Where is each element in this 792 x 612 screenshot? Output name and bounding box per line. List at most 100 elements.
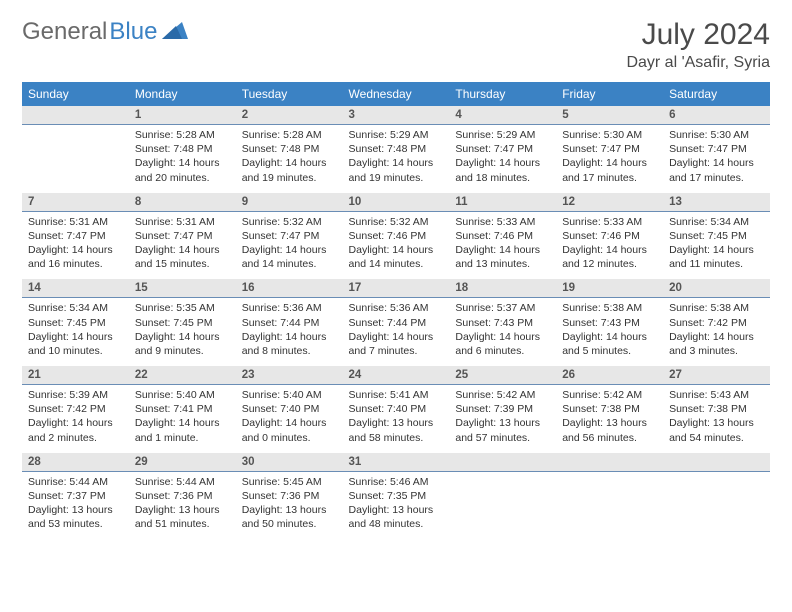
daylight: Daylight: 14 hours and 15 minutes. <box>135 243 230 271</box>
sunrise: Sunrise: 5:39 AM <box>28 388 123 402</box>
day-number: 15 <box>129 279 236 298</box>
daylight: Daylight: 13 hours and 56 minutes. <box>562 416 657 444</box>
sunrise: Sunrise: 5:28 AM <box>135 128 230 142</box>
sunset: Sunset: 7:39 PM <box>455 402 550 416</box>
day-number: 26 <box>556 366 663 385</box>
day-info: Sunrise: 5:28 AMSunset: 7:48 PMDaylight:… <box>236 125 343 193</box>
daylight: Daylight: 13 hours and 48 minutes. <box>349 503 444 531</box>
day-info: Sunrise: 5:33 AMSunset: 7:46 PMDaylight:… <box>556 212 663 280</box>
day-info: Sunrise: 5:42 AMSunset: 7:39 PMDaylight:… <box>449 385 556 453</box>
daynum-row: 123456 <box>22 106 770 125</box>
day-header: Tuesday <box>236 82 343 106</box>
day-number: 6 <box>663 106 770 125</box>
sunset: Sunset: 7:38 PM <box>669 402 764 416</box>
sunrise: Sunrise: 5:30 AM <box>562 128 657 142</box>
day-number: 3 <box>343 106 450 125</box>
info-row: Sunrise: 5:31 AMSunset: 7:47 PMDaylight:… <box>22 212 770 280</box>
day-number: 14 <box>22 279 129 298</box>
day-number: 21 <box>22 366 129 385</box>
sunrise: Sunrise: 5:44 AM <box>135 475 230 489</box>
daylight: Daylight: 14 hours and 7 minutes. <box>349 330 444 358</box>
day-info: Sunrise: 5:31 AMSunset: 7:47 PMDaylight:… <box>22 212 129 280</box>
day-number: 5 <box>556 106 663 125</box>
sunset: Sunset: 7:48 PM <box>349 142 444 156</box>
day-info: Sunrise: 5:38 AMSunset: 7:43 PMDaylight:… <box>556 298 663 366</box>
sunrise: Sunrise: 5:28 AM <box>242 128 337 142</box>
daylight: Daylight: 14 hours and 17 minutes. <box>669 156 764 184</box>
sunrise: Sunrise: 5:35 AM <box>135 301 230 315</box>
day-info: Sunrise: 5:33 AMSunset: 7:46 PMDaylight:… <box>449 212 556 280</box>
day-number: 17 <box>343 279 450 298</box>
day-info: Sunrise: 5:38 AMSunset: 7:42 PMDaylight:… <box>663 298 770 366</box>
logo-triangle-icon <box>162 19 188 46</box>
daylight: Daylight: 14 hours and 5 minutes. <box>562 330 657 358</box>
day-info: Sunrise: 5:45 AMSunset: 7:36 PMDaylight:… <box>236 472 343 540</box>
sunset: Sunset: 7:36 PM <box>135 489 230 503</box>
daylight: Daylight: 14 hours and 0 minutes. <box>242 416 337 444</box>
day-info <box>22 129 129 189</box>
day-number: 28 <box>22 453 129 472</box>
daylight: Daylight: 13 hours and 53 minutes. <box>28 503 123 531</box>
day-info: Sunrise: 5:37 AMSunset: 7:43 PMDaylight:… <box>449 298 556 366</box>
sunrise: Sunrise: 5:33 AM <box>562 215 657 229</box>
sunset: Sunset: 7:43 PM <box>562 316 657 330</box>
sunset: Sunset: 7:44 PM <box>349 316 444 330</box>
sunrise: Sunrise: 5:43 AM <box>669 388 764 402</box>
info-row: Sunrise: 5:28 AMSunset: 7:48 PMDaylight:… <box>22 125 770 193</box>
day-info: Sunrise: 5:36 AMSunset: 7:44 PMDaylight:… <box>343 298 450 366</box>
sunrise: Sunrise: 5:41 AM <box>349 388 444 402</box>
day-header: Sunday <box>22 82 129 106</box>
sunrise: Sunrise: 5:31 AM <box>135 215 230 229</box>
daylight: Daylight: 14 hours and 18 minutes. <box>455 156 550 184</box>
day-number: 11 <box>449 193 556 212</box>
day-number: 10 <box>343 193 450 212</box>
info-row: Sunrise: 5:39 AMSunset: 7:42 PMDaylight:… <box>22 385 770 453</box>
day-header: Friday <box>556 82 663 106</box>
day-info: Sunrise: 5:44 AMSunset: 7:37 PMDaylight:… <box>22 472 129 540</box>
sunrise: Sunrise: 5:30 AM <box>669 128 764 142</box>
sunrise: Sunrise: 5:37 AM <box>455 301 550 315</box>
sunrise: Sunrise: 5:32 AM <box>242 215 337 229</box>
day-info: Sunrise: 5:39 AMSunset: 7:42 PMDaylight:… <box>22 385 129 453</box>
sunrise: Sunrise: 5:29 AM <box>349 128 444 142</box>
day-info: Sunrise: 5:40 AMSunset: 7:41 PMDaylight:… <box>129 385 236 453</box>
day-number: 27 <box>663 366 770 385</box>
daylight: Daylight: 14 hours and 8 minutes. <box>242 330 337 358</box>
daylight: Daylight: 14 hours and 19 minutes. <box>349 156 444 184</box>
day-info: Sunrise: 5:28 AMSunset: 7:48 PMDaylight:… <box>129 125 236 193</box>
day-number: 16 <box>236 279 343 298</box>
day-number: 25 <box>449 366 556 385</box>
daynum-row: 78910111213 <box>22 193 770 212</box>
sunrise: Sunrise: 5:32 AM <box>349 215 444 229</box>
day-number: 7 <box>22 193 129 212</box>
sunset: Sunset: 7:48 PM <box>135 142 230 156</box>
sunrise: Sunrise: 5:36 AM <box>349 301 444 315</box>
day-info: Sunrise: 5:36 AMSunset: 7:44 PMDaylight:… <box>236 298 343 366</box>
day-info: Sunrise: 5:41 AMSunset: 7:40 PMDaylight:… <box>343 385 450 453</box>
day-info: Sunrise: 5:32 AMSunset: 7:46 PMDaylight:… <box>343 212 450 280</box>
sunrise: Sunrise: 5:34 AM <box>28 301 123 315</box>
sunset: Sunset: 7:46 PM <box>349 229 444 243</box>
sunrise: Sunrise: 5:46 AM <box>349 475 444 489</box>
day-info: Sunrise: 5:29 AMSunset: 7:48 PMDaylight:… <box>343 125 450 193</box>
day-number: 18 <box>449 279 556 298</box>
sunset: Sunset: 7:47 PM <box>669 142 764 156</box>
title-block: July 2024 Dayr al 'Asafir, Syria <box>626 18 770 72</box>
daynum-row: 21222324252627 <box>22 366 770 385</box>
daylight: Daylight: 14 hours and 10 minutes. <box>28 330 123 358</box>
day-number: 12 <box>556 193 663 212</box>
day-info: Sunrise: 5:43 AMSunset: 7:38 PMDaylight:… <box>663 385 770 453</box>
day-number <box>449 453 556 472</box>
day-info: Sunrise: 5:30 AMSunset: 7:47 PMDaylight:… <box>556 125 663 193</box>
sunset: Sunset: 7:40 PM <box>349 402 444 416</box>
sunrise: Sunrise: 5:36 AM <box>242 301 337 315</box>
day-info: Sunrise: 5:31 AMSunset: 7:47 PMDaylight:… <box>129 212 236 280</box>
day-info: Sunrise: 5:35 AMSunset: 7:45 PMDaylight:… <box>129 298 236 366</box>
day-info: Sunrise: 5:34 AMSunset: 7:45 PMDaylight:… <box>663 212 770 280</box>
day-info: Sunrise: 5:30 AMSunset: 7:47 PMDaylight:… <box>663 125 770 193</box>
sunrise: Sunrise: 5:40 AM <box>135 388 230 402</box>
day-number <box>22 106 129 125</box>
sunrise: Sunrise: 5:42 AM <box>455 388 550 402</box>
daylight: Daylight: 14 hours and 16 minutes. <box>28 243 123 271</box>
daylight: Daylight: 14 hours and 1 minute. <box>135 416 230 444</box>
